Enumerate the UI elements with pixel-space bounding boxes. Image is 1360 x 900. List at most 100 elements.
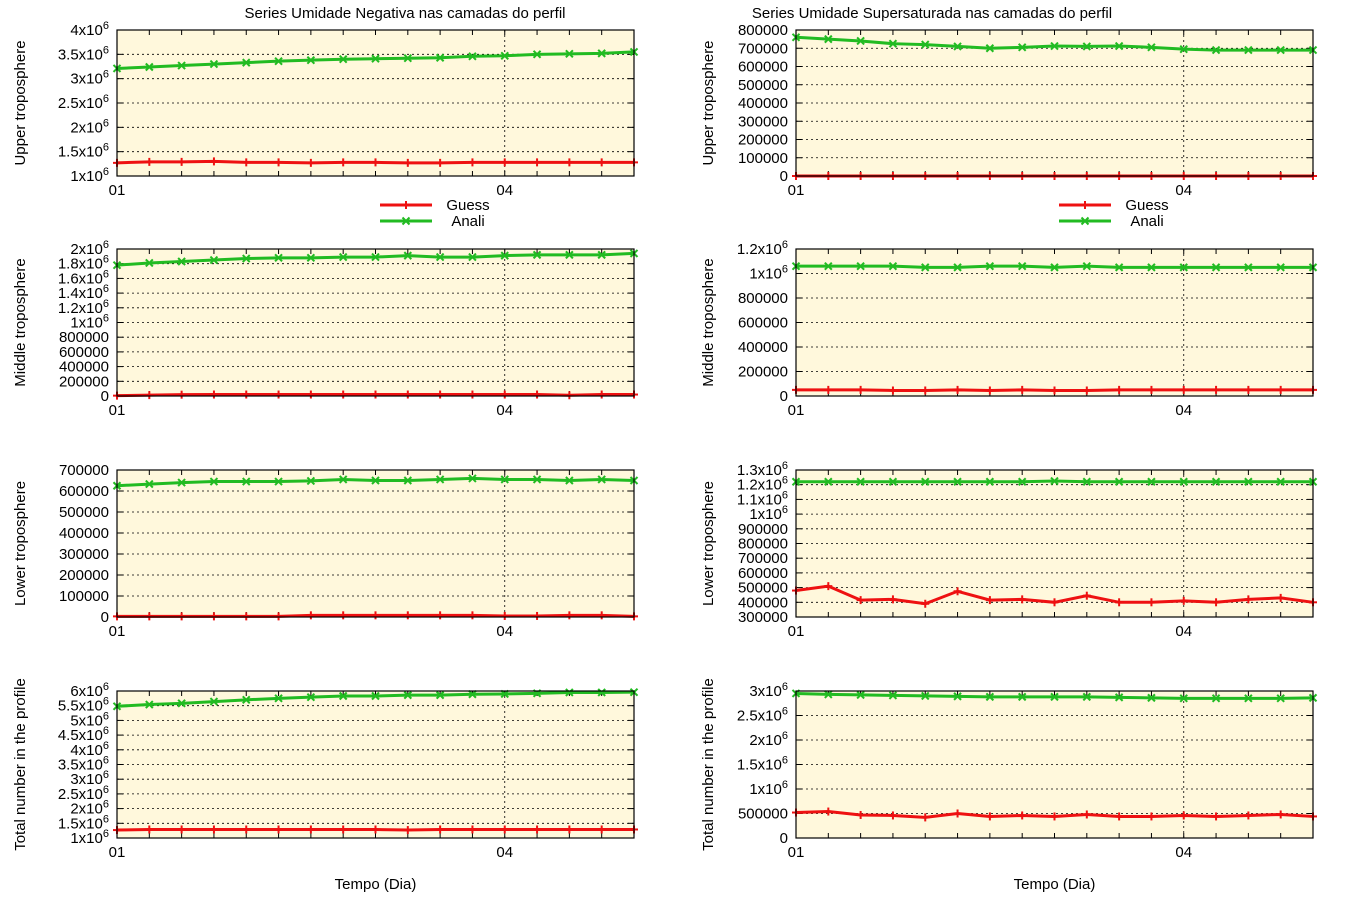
data-point-anali <box>145 700 154 709</box>
y-tick-label: 800000 <box>738 22 788 39</box>
data-point-anali <box>274 694 283 703</box>
data-point-anali <box>500 475 509 484</box>
data-point-anali <box>1276 263 1285 272</box>
x-tick-label: 04 <box>1175 402 1192 419</box>
plot-area <box>796 249 1313 396</box>
data-point-guess <box>500 390 509 399</box>
y-tick-label: 0 <box>101 609 109 626</box>
data-point-guess <box>1082 810 1091 819</box>
y-tick-label: 100000 <box>738 150 788 167</box>
y-tick-label: 2.5x106 <box>58 93 109 112</box>
y-tick-label: 0 <box>780 830 788 847</box>
data-point-guess <box>597 158 606 167</box>
data-point-anali <box>306 253 316 263</box>
data-point-anali <box>403 690 413 700</box>
y-tick-label: 0 <box>101 388 109 405</box>
data-point-anali <box>306 55 316 65</box>
y-tick-label: 200000 <box>738 364 788 381</box>
data-point-anali <box>888 691 898 700</box>
y-tick-label: 4x106 <box>70 740 109 759</box>
y-tick-label: 200000 <box>59 567 109 584</box>
data-point-guess <box>1276 385 1285 394</box>
data-point-anali <box>1050 692 1059 702</box>
data-point-guess <box>209 612 218 621</box>
data-point-guess <box>403 826 412 835</box>
legend-label-anali: Anali <box>1130 213 1163 230</box>
data-point-guess <box>921 386 930 395</box>
data-point-anali <box>953 477 962 486</box>
data-point-guess <box>306 390 315 399</box>
data-point-anali <box>953 263 962 272</box>
y-tick-label: 1.3x106 <box>737 460 788 479</box>
y-tick-label: 1.2x106 <box>737 475 788 494</box>
data-point-guess <box>824 385 833 394</box>
y-tick-label: 500000 <box>738 580 788 597</box>
data-point-anali <box>824 690 833 699</box>
data-point-guess <box>306 825 315 834</box>
data-point-guess <box>1276 593 1285 602</box>
data-point-guess <box>339 825 348 834</box>
data-point-guess <box>242 158 251 167</box>
data-point-anali <box>921 263 930 272</box>
data-point-anali <box>985 477 995 486</box>
y-tick-label: 4x106 <box>70 20 109 39</box>
y-axis-label: Middle troposphere <box>12 258 29 386</box>
data-point-anali <box>597 688 606 697</box>
x-tick-label: 04 <box>496 623 513 640</box>
data-point-guess <box>403 390 412 399</box>
data-point-anali <box>1114 693 1124 702</box>
chart-title: Series Umidade Supersaturada nas camadas… <box>752 5 1112 22</box>
y-tick-label: 1.5x106 <box>58 813 109 832</box>
data-point-guess <box>339 611 348 620</box>
data-point-guess <box>145 157 154 166</box>
data-point-guess <box>1147 812 1156 821</box>
data-point-anali <box>274 477 283 486</box>
data-point-anali <box>985 44 995 53</box>
data-point-anali <box>1050 263 1059 272</box>
data-point-anali <box>565 250 574 260</box>
data-point-anali <box>1147 43 1156 52</box>
y-axis-label: Upper troposphere <box>700 40 717 165</box>
data-point-guess <box>500 611 509 620</box>
y-tick-label: 3.5x106 <box>58 755 109 774</box>
data-point-anali <box>306 476 316 486</box>
data-point-guess <box>565 391 574 400</box>
y-tick-label: 600000 <box>59 344 109 361</box>
data-point-anali <box>597 49 606 58</box>
data-point-anali <box>403 476 413 485</box>
data-point-guess <box>1276 810 1285 819</box>
data-point-anali <box>921 691 930 701</box>
data-point-anali <box>1276 477 1285 486</box>
plot-area <box>117 470 634 617</box>
data-point-anali <box>824 34 833 44</box>
data-point-guess <box>1018 595 1027 604</box>
y-tick-label: 300000 <box>59 546 109 563</box>
data-point-guess <box>985 812 994 821</box>
y-axis-label: Total number in the profile <box>12 678 29 851</box>
data-point-guess <box>436 825 445 834</box>
data-point-guess <box>1179 385 1188 394</box>
data-point-guess <box>1179 596 1188 605</box>
data-point-guess <box>856 385 865 394</box>
y-tick-label: 2.5x106 <box>58 784 109 803</box>
data-point-anali <box>1179 694 1188 703</box>
x-tick-label: 01 <box>109 402 126 419</box>
data-point-anali <box>209 59 219 69</box>
data-point-guess <box>533 611 542 620</box>
data-point-guess <box>565 611 574 620</box>
y-tick-label: 3x106 <box>70 69 109 88</box>
data-point-guess <box>921 813 930 822</box>
data-point-anali <box>500 689 509 699</box>
data-point-anali <box>1147 263 1156 272</box>
y-tick-label: 1.8x106 <box>58 254 109 273</box>
x-tick-label: 01 <box>109 623 126 640</box>
data-point-anali <box>1114 41 1124 51</box>
data-point-guess <box>888 386 897 395</box>
x-tick-label: 01 <box>109 182 126 199</box>
data-point-guess <box>1244 385 1253 394</box>
data-point-anali <box>435 53 445 62</box>
data-point-anali <box>177 61 186 70</box>
data-point-anali <box>1017 261 1027 271</box>
x-tick-label: 04 <box>1175 623 1192 640</box>
